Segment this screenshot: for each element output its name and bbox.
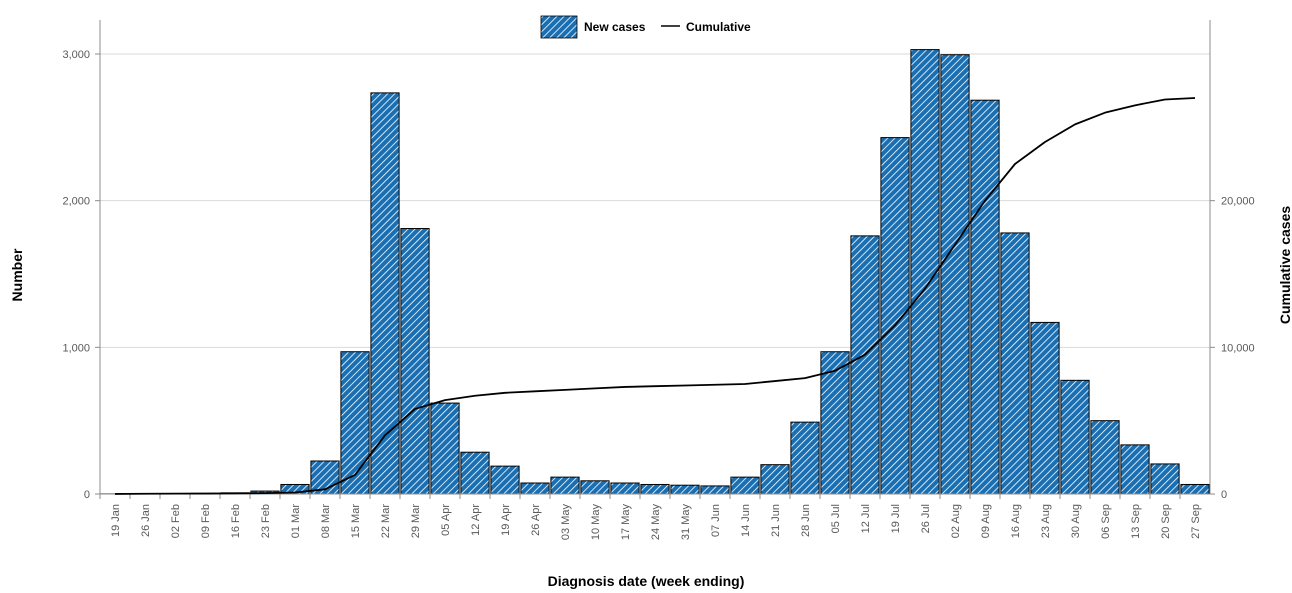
x-tick-label: 02 Aug — [950, 504, 962, 538]
y-right-tick-label: 20,000 — [1221, 196, 1255, 208]
bar-17-may — [610, 482, 640, 495]
x-tick-label: 08 Mar — [320, 504, 332, 539]
bar-12-jul — [850, 235, 880, 495]
legend-label-new-cases: New cases — [584, 20, 646, 34]
x-tick-label: 30 Aug — [1070, 504, 1082, 538]
x-tick-label: 03 May — [560, 504, 572, 541]
x-tick-label: 19 Jan — [110, 504, 122, 537]
y-tick-label: 3,000 — [62, 49, 90, 61]
cumulative-line-layer — [114, 97, 1196, 495]
x-tick-label: 01 Mar — [290, 504, 302, 539]
bar-20-sep — [1150, 463, 1180, 495]
bar-05-apr — [430, 402, 460, 495]
x-tick-label: 20 Sep — [1160, 504, 1172, 539]
bar-31-may — [670, 484, 700, 495]
tick-labels: 0 1,000 2,000 3,000 0 10,000 20,000 19 Jan 26 Ja… — [62, 49, 1254, 540]
x-tick-label: 02 Feb — [170, 504, 182, 538]
legend: New cases Cumulative — [540, 15, 751, 39]
y-right-tick-label: 10,000 — [1221, 342, 1255, 354]
bar-24-may — [640, 483, 670, 495]
bar-07-jun — [700, 485, 730, 495]
bar-15-mar — [340, 351, 370, 495]
x-tick-label: 26 Apr — [530, 504, 542, 536]
gridlines — [100, 53, 1210, 348]
x-tick-label: 05 Jul — [830, 504, 842, 533]
y-tick-label: 1,000 — [62, 342, 90, 354]
bar-09-aug — [970, 99, 1000, 495]
x-tick-label: 29 Mar — [410, 504, 422, 539]
legend-label-cumulative: Cumulative — [686, 20, 751, 34]
legend-swatch-new-cases — [540, 15, 578, 39]
y-tick-label: 0 — [84, 489, 90, 501]
x-tick-label: 28 Jun — [800, 504, 812, 537]
x-tick-label: 05 Apr — [440, 504, 452, 536]
x-tick-label: 16 Aug — [1010, 504, 1022, 538]
x-tick-label: 14 Jun — [740, 504, 752, 537]
bar-14-jun — [730, 476, 760, 495]
x-tick-label: 16 Feb — [230, 504, 242, 538]
x-tick-label: 07 Jun — [710, 504, 722, 537]
bar-22-mar — [370, 92, 400, 495]
x-axis-title: Diagnosis date (week ending) — [548, 573, 745, 589]
bar-19-apr — [490, 465, 520, 495]
y-axis-title: Number — [9, 248, 25, 301]
bar-05-jul — [820, 351, 850, 495]
bar-19-jul — [880, 137, 910, 495]
bar-26-jul — [910, 49, 940, 495]
x-tick-label: 09 Feb — [200, 504, 212, 538]
bar-29-mar — [400, 228, 430, 495]
axes — [95, 20, 1215, 499]
bar-13-sep — [1120, 444, 1150, 495]
bar-12-apr — [460, 451, 490, 495]
bar-28-jun — [790, 421, 820, 495]
bar-26-apr — [520, 482, 550, 495]
x-tick-label: 19 Jul — [890, 504, 902, 533]
x-tick-label: 27 Sep — [1190, 504, 1202, 539]
x-tick-label: 12 Apr — [470, 504, 482, 536]
x-tick-label: 09 Aug — [980, 504, 992, 538]
x-tick-label: 15 Mar — [350, 504, 362, 539]
x-tick-label: 26 Jul — [920, 504, 932, 533]
bar-06-sep — [1090, 420, 1120, 495]
x-tick-label: 26 Jan — [140, 504, 152, 537]
bar-27-sep — [1180, 483, 1210, 495]
x-tick-label: 23 Aug — [1040, 504, 1052, 538]
bar-23-aug — [1030, 321, 1060, 495]
bars — [100, 49, 1210, 495]
x-tick-label: 12 Jul — [860, 504, 872, 533]
bar-16-aug — [1000, 232, 1030, 495]
bar-21-jun — [760, 464, 790, 495]
bar-03-may — [550, 476, 580, 495]
x-tick-label: 10 May — [590, 504, 602, 541]
x-tick-label: 23 Feb — [260, 504, 272, 538]
y-tick-label: 2,000 — [62, 196, 90, 208]
bar-10-may — [580, 480, 610, 495]
x-tick-label: 17 May — [620, 504, 632, 541]
y-right-tick-label: 0 — [1221, 489, 1227, 501]
bar-02-aug — [940, 54, 970, 495]
x-tick-label: 22 Mar — [380, 504, 392, 539]
bar-30-aug — [1060, 379, 1090, 495]
cumulative-line — [114, 97, 1196, 495]
x-tick-label: 24 May — [650, 504, 662, 541]
y-axis-right-title: Cumulative cases — [1277, 206, 1292, 324]
x-tick-label: 31 May — [680, 504, 692, 541]
x-tick-label: 13 Sep — [1130, 504, 1142, 539]
x-tick-label: 06 Sep — [1100, 504, 1112, 539]
x-tick-label: 19 Apr — [500, 504, 512, 536]
x-tick-label: 21 Jun — [770, 504, 782, 537]
